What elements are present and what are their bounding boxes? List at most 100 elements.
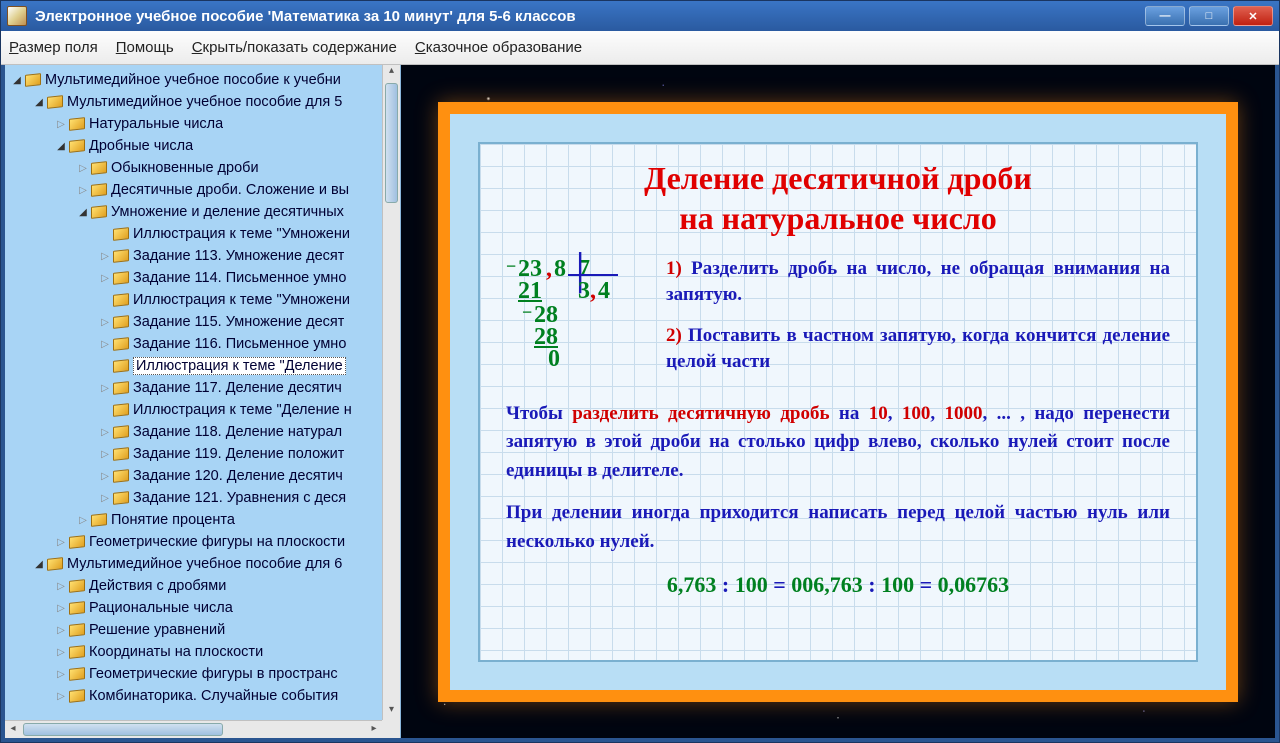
expand-icon[interactable]: ▷: [99, 382, 111, 394]
menu-field-size[interactable]: Размер поля: [9, 39, 98, 56]
tree-item[interactable]: ▷Задание 116. Письменное умно: [5, 333, 400, 355]
expand-icon[interactable]: ▷: [55, 624, 67, 636]
tree-item-label: Координаты на плоскости: [89, 644, 263, 660]
tree-item[interactable]: ◢ Дробные числа: [5, 135, 400, 157]
expand-icon[interactable]: ▷: [55, 118, 67, 130]
menu-toggle-toc[interactable]: Скрыть/показать содержание: [192, 39, 397, 56]
expand-icon[interactable]: ▷: [55, 536, 67, 548]
tree-item[interactable]: ▷Задание 118. Деление натурал: [5, 421, 400, 443]
scroll-up-icon[interactable]: ▴: [383, 65, 400, 81]
tree-item[interactable]: ▷Задание 117. Деление десятич: [5, 377, 400, 399]
expand-icon[interactable]: ▷: [99, 426, 111, 438]
tree-item[interactable]: Иллюстрация к теме "Умножени: [5, 289, 400, 311]
menu-fairy-edu[interactable]: Сказочное образование: [415, 39, 582, 56]
tree-item[interactable]: ▷Задание 114. Письменное умно: [5, 267, 400, 289]
tree-item[interactable]: ▷Геометрические фигуры на плоскости: [5, 531, 400, 553]
app-window: Электронное учебное пособие 'Математика …: [0, 0, 1280, 743]
tree-item-label: Комбинаторика. Случайные события: [89, 688, 338, 704]
scroll-left-icon[interactable]: ◂: [5, 721, 21, 738]
tree-item-label: Мультимедийное учебное пособие для 6: [67, 556, 342, 572]
tree-item[interactable]: Иллюстрация к теме "Умножени: [5, 223, 400, 245]
tree-item[interactable]: Иллюстрация к теме "Деление: [5, 355, 400, 377]
tree-item[interactable]: ▷ Задание 115. Умножение десят: [5, 311, 400, 333]
tree-item[interactable]: ▷Действия с дробями: [5, 575, 400, 597]
scroll-thumb-v[interactable]: [385, 83, 398, 203]
expand-icon[interactable]: ▷: [77, 162, 89, 174]
tree-item[interactable]: ▷Обыкновенные дроби: [5, 157, 400, 179]
tree-item[interactable]: ▷Понятие процента: [5, 509, 400, 531]
tree-item[interactable]: ◢Мультимедийное учебное пособие к учебни: [5, 69, 400, 91]
book-icon: [69, 601, 85, 615]
tree-item-label: Задание 120. Деление десятич: [133, 468, 343, 484]
slide-inner: Деление десятичной дроби на натуральное …: [450, 114, 1226, 690]
tree-item[interactable]: Иллюстрация к теме "Деление н: [5, 399, 400, 421]
tree-item[interactable]: ◢ Мультимедийное учебное пособие для 5: [5, 91, 400, 113]
leaf-icon: [99, 404, 111, 416]
maximize-button[interactable]: □: [1189, 6, 1229, 26]
toc-tree[interactable]: ◢Мультимедийное учебное пособие к учебни…: [5, 65, 400, 720]
tree-item[interactable]: ▷ Координаты на плоскости: [5, 641, 400, 663]
slide-frame: Деление десятичной дроби на натуральное …: [438, 102, 1238, 702]
tree-item[interactable]: ▷ Задание 120. Деление десятич: [5, 465, 400, 487]
scroll-down-icon[interactable]: ▾: [383, 704, 400, 720]
tree-item-label: Умножение и деление десятичных: [111, 204, 344, 220]
book-icon: [69, 117, 85, 131]
tree-scrollbar-horizontal[interactable]: ◂ ▸: [5, 720, 382, 738]
close-button[interactable]: ✕: [1233, 6, 1273, 26]
collapse-icon[interactable]: ◢: [77, 206, 89, 218]
expand-icon[interactable]: ▷: [77, 184, 89, 196]
tree-item[interactable]: ▷Геометрические фигуры в пространс: [5, 663, 400, 685]
tree-item-label: Натуральные числа: [89, 116, 223, 132]
titlebar[interactable]: Электронное учебное пособие 'Математика …: [1, 1, 1279, 31]
rule-2: 2) Поставить в частном запятую, когда ко…: [666, 323, 1170, 376]
book-icon: [69, 623, 85, 637]
collapse-icon[interactable]: ◢: [33, 96, 45, 108]
tree-item-label: Решение уравнений: [89, 622, 225, 638]
collapse-icon[interactable]: ◢: [55, 140, 67, 152]
tree-item[interactable]: ▷ Десятичные дроби. Сложение и вы: [5, 179, 400, 201]
expand-icon[interactable]: ▷: [55, 668, 67, 680]
expand-icon[interactable]: ▷: [55, 690, 67, 702]
expand-icon[interactable]: ▷: [99, 338, 111, 350]
expand-icon[interactable]: ▷: [99, 448, 111, 460]
expand-icon[interactable]: ▷: [99, 470, 111, 482]
tree-item-label: Задание 113. Умножение десят: [133, 248, 344, 264]
scroll-corner: [382, 720, 400, 738]
book-icon: [91, 513, 107, 527]
collapse-icon[interactable]: ◢: [11, 74, 23, 86]
scroll-right-icon[interactable]: ▸: [366, 721, 382, 738]
client-area: ◢Мультимедийное учебное пособие к учебни…: [1, 65, 1279, 742]
expand-icon[interactable]: ▷: [99, 492, 111, 504]
expand-icon[interactable]: ▷: [77, 514, 89, 526]
rules: 1) Разделить дробь на число, не обращая …: [666, 256, 1170, 396]
tree-item-label: Мультимедийное учебное пособие для 5: [67, 94, 342, 110]
tree-scrollbar-vertical[interactable]: ▴ ▾: [382, 65, 400, 720]
minimize-button[interactable]: —: [1145, 6, 1185, 26]
book-icon: [113, 403, 129, 417]
scroll-thumb-h[interactable]: [23, 723, 223, 736]
book-icon: [113, 249, 129, 263]
expand-icon[interactable]: ▷: [55, 646, 67, 658]
tree-item[interactable]: ▷ Комбинаторика. Случайные события: [5, 685, 400, 707]
expand-icon[interactable]: ▷: [99, 250, 111, 262]
tree-item[interactable]: ▷ Решение уравнений: [5, 619, 400, 641]
book-icon: [113, 271, 129, 285]
tree-item[interactable]: ▷ Задание 113. Умножение десят: [5, 245, 400, 267]
expand-icon[interactable]: ▷: [99, 316, 111, 328]
expand-icon[interactable]: ▷: [55, 602, 67, 614]
tree-item[interactable]: ▷ Задание 119. Деление положит: [5, 443, 400, 465]
tree-item[interactable]: ▷Задание 121. Уравнения с деся: [5, 487, 400, 509]
tree-item[interactable]: ◢ Мультимедийное учебное пособие для 6: [5, 553, 400, 575]
tree-item[interactable]: ▷ Натуральные числа: [5, 113, 400, 135]
expand-icon[interactable]: ▷: [99, 272, 111, 284]
tree-item-label: Дробные числа: [89, 138, 193, 154]
tree-item[interactable]: ▷Рациональные числа: [5, 597, 400, 619]
menu-help[interactable]: Помощь: [116, 39, 174, 56]
tree-item[interactable]: ◢ Умножение и деление десятичных: [5, 201, 400, 223]
tree-item-label: Задание 119. Деление положит: [133, 446, 344, 462]
tree-item-label: Задание 115. Умножение десят: [133, 314, 344, 330]
expand-icon[interactable]: ▷: [55, 580, 67, 592]
window-title: Электронное учебное пособие 'Математика …: [35, 8, 1145, 25]
collapse-icon[interactable]: ◢: [33, 558, 45, 570]
tree-item-label: Десятичные дроби. Сложение и вы: [111, 182, 349, 198]
